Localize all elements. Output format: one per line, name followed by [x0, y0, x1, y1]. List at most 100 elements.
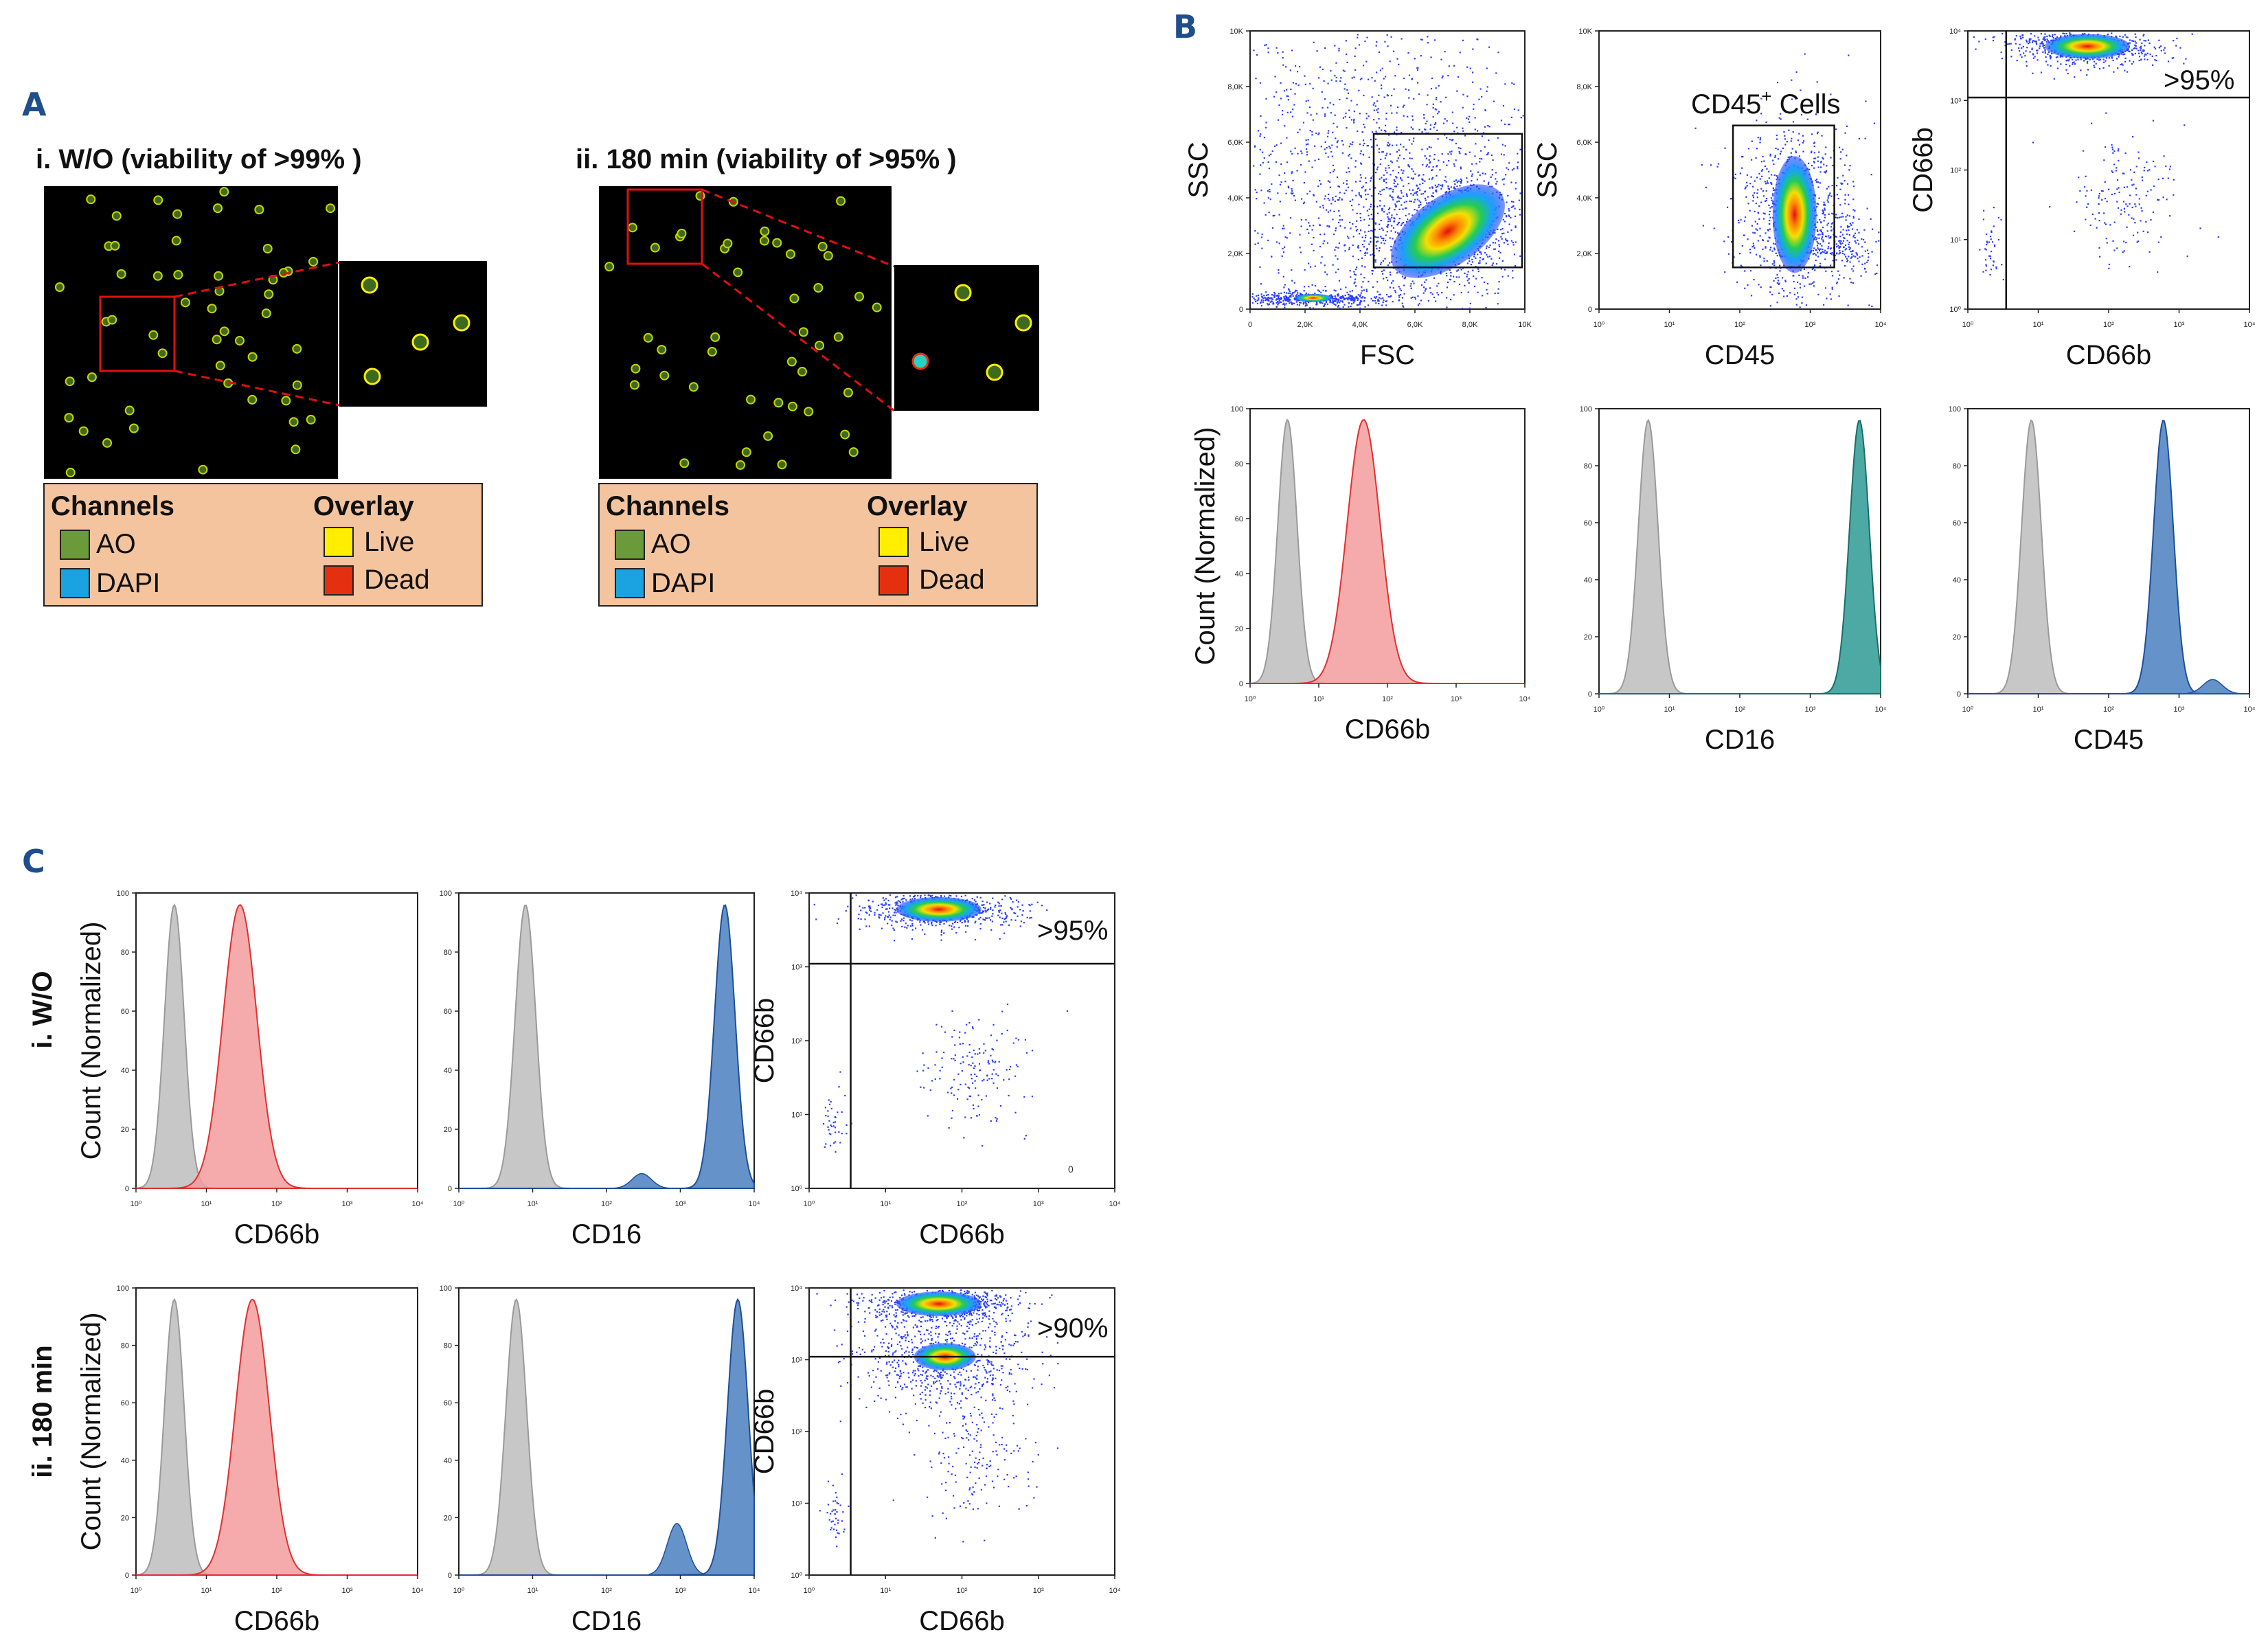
event-dot — [2095, 63, 2097, 65]
event-dot — [1760, 113, 1762, 115]
event-dot — [1769, 247, 1772, 249]
event-dot — [1335, 229, 1337, 231]
event-dot — [1858, 137, 1861, 139]
event-dot — [1820, 229, 1822, 231]
event-dot — [891, 920, 893, 922]
event-dot — [1876, 272, 1878, 275]
event-dot — [999, 909, 1001, 912]
event-dot — [1332, 218, 1334, 220]
event-dot — [1456, 126, 1458, 128]
event-dot — [1425, 279, 1427, 281]
event-dot — [1774, 155, 1776, 157]
event-dot — [2152, 160, 2155, 163]
event-dot — [1385, 169, 1387, 172]
event-dot — [1431, 177, 1434, 179]
event-dot — [1713, 227, 1715, 229]
event-dot — [1365, 234, 1367, 237]
event-dot — [1421, 131, 1423, 133]
event-dot — [1398, 208, 1401, 210]
cell-marker — [840, 429, 850, 440]
event-dot — [1409, 189, 1411, 191]
event-dot — [1492, 262, 1494, 264]
event-dot — [1455, 159, 1457, 161]
event-dot — [1291, 193, 1293, 195]
event-dot — [2056, 60, 2059, 63]
event-dot — [1841, 252, 1844, 255]
event-dot — [1481, 95, 1483, 98]
event-dot — [1282, 275, 1285, 278]
event-dot — [1362, 139, 1365, 142]
event-dot — [1486, 67, 1488, 69]
event-dot — [1315, 303, 1318, 305]
event-dot — [1301, 152, 1303, 155]
event-dot — [1392, 191, 1394, 193]
event-dot — [2083, 150, 2085, 152]
event-dot — [1387, 223, 1390, 226]
event-dot — [2111, 170, 2113, 172]
event-dot — [1844, 164, 1846, 166]
event-dot — [1777, 280, 1780, 282]
event-dot — [1276, 301, 1278, 303]
event-dot — [1361, 78, 1363, 80]
event-dot — [1830, 195, 1833, 197]
event-dot — [1819, 248, 1822, 250]
event-dot — [1479, 260, 1481, 262]
event-dot — [1272, 215, 1274, 217]
event-dot — [1267, 161, 1269, 163]
event-dot — [1453, 131, 1455, 133]
event-dot — [1817, 230, 1819, 232]
event-dot — [2020, 38, 2022, 40]
event-dot — [2134, 33, 2136, 35]
event-dot — [1019, 909, 1021, 911]
event-dot — [2042, 51, 2044, 54]
event-dot — [1465, 153, 1467, 155]
event-dot — [1329, 172, 1331, 174]
event-dot — [2039, 45, 2041, 47]
event-dot — [2155, 60, 2157, 62]
event-dot — [2028, 40, 2030, 43]
b6-xlabel: CD45 — [2074, 725, 2144, 755]
cell-marker — [157, 348, 168, 359]
event-dot — [2072, 62, 2074, 64]
event-dot — [1370, 177, 1372, 179]
event-dot — [1277, 52, 1279, 54]
event-dot — [1344, 294, 1346, 297]
event-dot — [1764, 213, 1766, 215]
event-dot — [1376, 41, 1378, 43]
event-dot — [898, 901, 901, 903]
event-dot — [1382, 229, 1384, 231]
event-dot — [2080, 58, 2082, 60]
event-dot — [1835, 236, 1837, 238]
zoom-box-2 — [626, 188, 703, 265]
event-dot — [1846, 125, 1848, 127]
event-dot — [2022, 34, 2024, 36]
event-dot — [1373, 119, 1375, 121]
event-dot — [1487, 183, 1489, 185]
event-dot — [1431, 178, 1433, 180]
event-dot — [1763, 260, 1765, 262]
event-dot — [1285, 297, 1287, 299]
event-dot — [2014, 38, 2016, 41]
event-dot — [1501, 233, 1504, 235]
event-dot — [2094, 218, 2096, 220]
event-dot — [2132, 234, 2135, 236]
event-dot — [1839, 274, 1841, 276]
event-dot — [2069, 56, 2072, 59]
event-dot — [1273, 291, 1275, 293]
event-dot — [1280, 82, 1282, 84]
event-dot — [1845, 219, 1847, 221]
b1-ytick: 6,0K — [1227, 139, 1243, 147]
event-dot — [1409, 285, 1411, 287]
event-dot — [1411, 143, 1413, 145]
event-dot — [1398, 200, 1400, 203]
event-dot — [1412, 140, 1415, 142]
event-dot — [1386, 152, 1388, 155]
event-dot — [1392, 144, 1394, 146]
event-dot — [2122, 251, 2124, 253]
event-dot — [1271, 294, 1273, 296]
event-dot — [1291, 171, 1293, 173]
event-dot — [2122, 172, 2124, 174]
event-dot — [1337, 306, 1339, 308]
event-dot — [1743, 234, 1745, 236]
event-dot — [1834, 236, 1837, 238]
